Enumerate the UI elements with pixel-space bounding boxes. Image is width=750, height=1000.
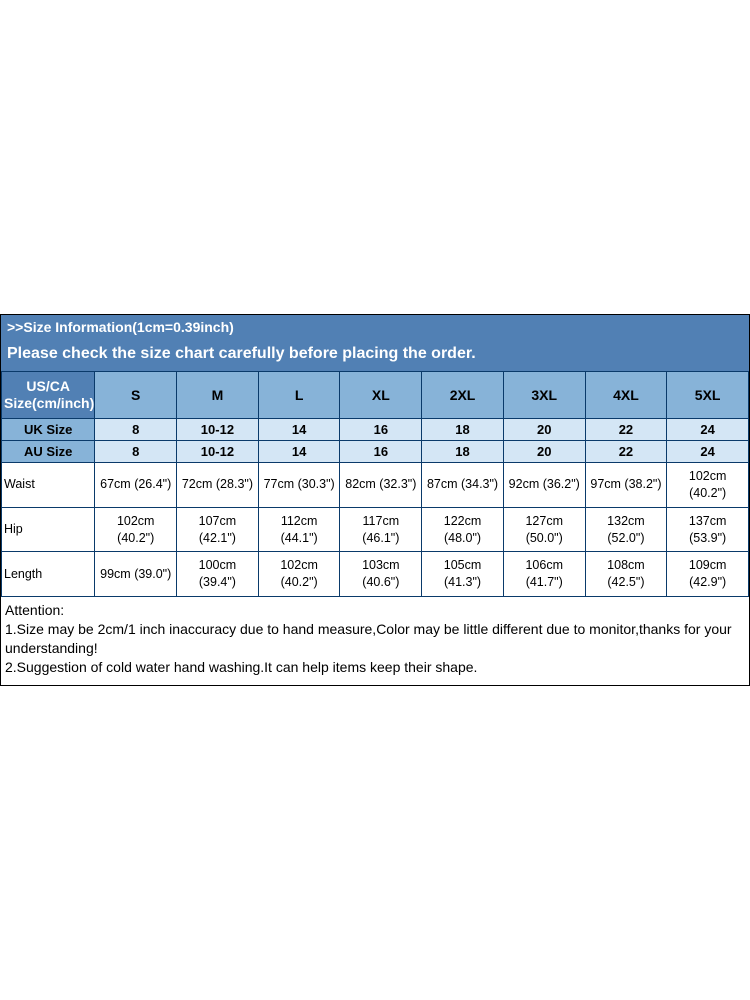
au-cell: 18 [422,440,504,462]
waist-cell: 77cm (30.3") [258,462,340,507]
waist-cell: 102cm (40.2") [667,462,749,507]
waist-label: Waist [2,462,95,507]
length-label: Length [2,552,95,597]
hip-cell: 122cm (48.0") [422,507,504,552]
waist-cell: 82cm (32.3") [340,462,422,507]
uk-cell: 8 [95,418,177,440]
waist-cell: 72cm (28.3") [177,462,259,507]
header-subtitle: Please check the size chart carefully be… [1,339,749,371]
au-label: AU Size [2,440,95,462]
col-header-s: S [95,372,177,419]
col-header-xl: XL [340,372,422,419]
hip-cell: 132cm (52.0") [585,507,667,552]
size-chart-container: >>Size Information(1cm=0.39inch) Please … [0,314,750,685]
hip-cell: 112cm (44.1") [258,507,340,552]
attention-block: Attention: 1.Size may be 2cm/1 inch inac… [1,597,749,685]
uk-size-row: UK Size 8 10-12 14 16 18 20 22 24 [2,418,749,440]
attention-line1: 1.Size may be 2cm/1 inch inaccuracy due … [5,620,745,658]
length-cell: 106cm (41.7") [503,552,585,597]
length-cell: 109cm (42.9") [667,552,749,597]
header-title: >>Size Information(1cm=0.39inch) [1,315,749,339]
col-header-m: M [177,372,259,419]
size-table: US/CA Size(cm/inch) S M L XL 2XL 3XL 4XL… [1,371,749,597]
uk-cell: 10-12 [177,418,259,440]
waist-cell: 67cm (26.4") [95,462,177,507]
hip-cell: 102cm (40.2") [95,507,177,552]
uk-cell: 16 [340,418,422,440]
length-cell: 108cm (42.5") [585,552,667,597]
au-size-row: AU Size 8 10-12 14 16 18 20 22 24 [2,440,749,462]
au-cell: 16 [340,440,422,462]
waist-cell: 97cm (38.2") [585,462,667,507]
header-row: US/CA Size(cm/inch) S M L XL 2XL 3XL 4XL… [2,372,749,419]
hip-cell: 107cm (42.1") [177,507,259,552]
au-cell: 20 [503,440,585,462]
waist-row: Waist 67cm (26.4") 72cm (28.3") 77cm (30… [2,462,749,507]
length-cell: 99cm (39.0") [95,552,177,597]
uk-cell: 20 [503,418,585,440]
au-cell: 10-12 [177,440,259,462]
au-cell: 8 [95,440,177,462]
col-header-4xl: 4XL [585,372,667,419]
waist-cell: 92cm (36.2") [503,462,585,507]
attention-heading: Attention: [5,601,745,620]
length-cell: 103cm (40.6") [340,552,422,597]
uk-label: UK Size [2,418,95,440]
hip-cell: 137cm (53.9") [667,507,749,552]
length-cell: 105cm (41.3") [422,552,504,597]
au-cell: 22 [585,440,667,462]
waist-cell: 87cm (34.3") [422,462,504,507]
col-header-main: US/CA Size(cm/inch) [2,372,95,419]
uk-cell: 22 [585,418,667,440]
attention-line2: 2.Suggestion of cold water hand washing.… [5,658,745,677]
col-header-l: L [258,372,340,419]
col-header-2xl: 2XL [422,372,504,419]
hip-label: Hip [2,507,95,552]
col-header-3xl: 3XL [503,372,585,419]
au-cell: 14 [258,440,340,462]
col-header-5xl: 5XL [667,372,749,419]
hip-cell: 117cm (46.1") [340,507,422,552]
uk-cell: 18 [422,418,504,440]
length-cell: 100cm (39.4") [177,552,259,597]
hip-row: Hip 102cm (40.2") 107cm (42.1") 112cm (4… [2,507,749,552]
uk-cell: 24 [667,418,749,440]
uk-cell: 14 [258,418,340,440]
au-cell: 24 [667,440,749,462]
hip-cell: 127cm (50.0") [503,507,585,552]
length-row: Length 99cm (39.0") 100cm (39.4") 102cm … [2,552,749,597]
length-cell: 102cm (40.2") [258,552,340,597]
